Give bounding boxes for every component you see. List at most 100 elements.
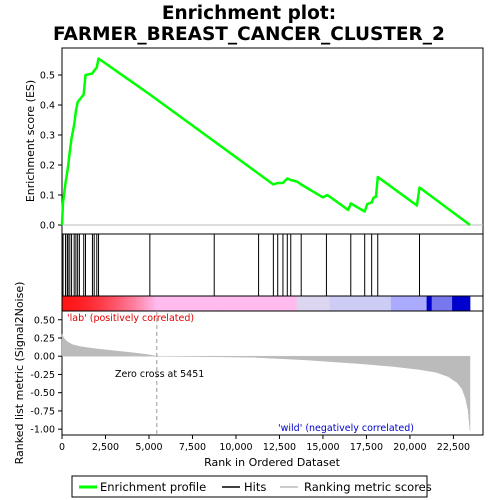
ranking-color-band [194, 296, 198, 311]
positive-correlation-label: 'lab' (positively correlated) [67, 313, 194, 324]
ranking-color-band [273, 296, 277, 311]
ranking-color-bar [61, 295, 484, 312]
ranking-color-band [350, 296, 354, 311]
ranking-color-band [102, 296, 106, 311]
metric-y-tick-label: 0.00 [34, 352, 55, 363]
chart-title-line-2: FARMER_BREAST_CANCER_CLUSTER_2 [53, 24, 445, 45]
ranking-color-band [84, 296, 88, 311]
ranking-color-band [271, 296, 275, 311]
ranking-color-band [447, 296, 450, 311]
ranking-color-band [345, 296, 348, 311]
ranking-color-band [370, 296, 374, 311]
ranking-color-band [207, 296, 211, 311]
ranking-color-band [151, 296, 155, 311]
ranking-color-band [67, 296, 71, 311]
ranking-color-band [464, 296, 468, 311]
ranking-color-band [413, 296, 417, 311]
ranking-color-band [146, 296, 150, 311]
ranking-color-band [141, 296, 144, 311]
ranking-color-band [74, 296, 78, 311]
ranking-color-band [148, 296, 152, 311]
ranking-color-band [418, 296, 422, 311]
ranking-color-band [360, 296, 364, 311]
ranking-color-band [189, 296, 193, 311]
ranking-color-band [128, 296, 132, 311]
ranking-color-band [426, 296, 430, 311]
ranking-color-band [324, 296, 328, 311]
ranking-color-band [291, 296, 295, 311]
ranking-color-band [204, 296, 208, 311]
ranking-color-band [373, 296, 377, 311]
x-tick-label: 12,500 [263, 442, 296, 453]
ranking-color-band [385, 296, 389, 311]
ranking-color-band [112, 296, 116, 311]
ranking-color-band [199, 296, 203, 311]
metric-y-tick-label: -1.00 [30, 425, 55, 436]
ranking-color-band [161, 296, 165, 311]
ranking-color-band [296, 296, 300, 311]
ranking-color-band [258, 296, 262, 311]
ranking-color-band [186, 296, 190, 311]
ranking-color-band [347, 296, 351, 311]
ranking-color-band [138, 296, 142, 311]
ranking-color-band [319, 296, 323, 311]
ranking-color-band [332, 296, 336, 311]
ranking-color-band [250, 296, 254, 311]
ranking-color-band [421, 296, 425, 311]
ranking-color-band [62, 296, 65, 311]
ranking-color-band [184, 296, 188, 311]
ranking-color-band [406, 296, 410, 311]
ranking-color-band [174, 296, 178, 311]
ranking-color-band [217, 296, 221, 311]
metric-y-tick-label: -0.25 [30, 370, 55, 381]
ranking-color-band [306, 296, 310, 311]
ranking-color-band [411, 296, 415, 311]
ranking-color-band [449, 296, 453, 311]
ranking-color-band [436, 296, 440, 311]
ranking-color-band [396, 296, 399, 311]
es-y-tick-label: 0.4 [40, 101, 55, 112]
ranking-color-band [220, 296, 224, 311]
metric-panel: 0.50 0.25 0.00 -0.25 -0.50 -0.75 -1.00 'lab' (… [13, 282, 484, 464]
ranking-color-band [245, 296, 249, 311]
ranking-color-band [260, 296, 264, 311]
legend: Enrichment profile Hits Ranking metric s… [71, 475, 432, 498]
negative-correlation-label: 'wild' (negatively correlated) [278, 423, 414, 434]
x-axis-label: Rank in Ordered Dataset [204, 456, 341, 469]
ranking-color-band [362, 296, 366, 311]
ranking-color-band [77, 296, 81, 311]
ranking-color-band [265, 296, 269, 311]
ranking-color-band [255, 296, 259, 311]
ranking-color-band [352, 296, 356, 311]
metric-y-tick-label: -0.75 [30, 406, 55, 417]
es-y-tick-label: 0.2 [40, 161, 55, 172]
x-tick-label: 2,500 [92, 442, 119, 453]
es-y-tick-label: 0.1 [40, 191, 55, 202]
x-tick-label: 7,500 [179, 442, 206, 453]
ranking-color-band [301, 296, 305, 311]
ranking-color-band [281, 296, 285, 311]
chart-title-line-1: Enrichment plot: [162, 3, 336, 24]
ranking-color-band [383, 296, 387, 311]
ranking-color-band [439, 296, 443, 311]
ranking-color-band [135, 296, 139, 311]
ranking-color-band [457, 296, 461, 311]
ranking-color-band [100, 296, 104, 311]
ranking-color-band [90, 296, 93, 311]
ranking-color-band [416, 296, 420, 311]
ranking-color-band [133, 296, 137, 311]
ranking-color-band [110, 296, 114, 311]
ranking-color-band [171, 296, 175, 311]
ranking-color-band [230, 296, 234, 311]
x-tick-label: 10,000 [219, 442, 252, 453]
hit-marks [62, 234, 421, 296]
ranking-color-band [212, 296, 216, 311]
ranking-color-band [467, 296, 471, 311]
legend-enrichment-label: Enrichment profile [100, 480, 206, 494]
ranking-color-band [192, 296, 195, 311]
ranking-color-band [79, 296, 83, 311]
ranking-color-band [278, 296, 282, 311]
ranking-color-band [288, 296, 292, 311]
ranking-color-band [105, 296, 109, 311]
